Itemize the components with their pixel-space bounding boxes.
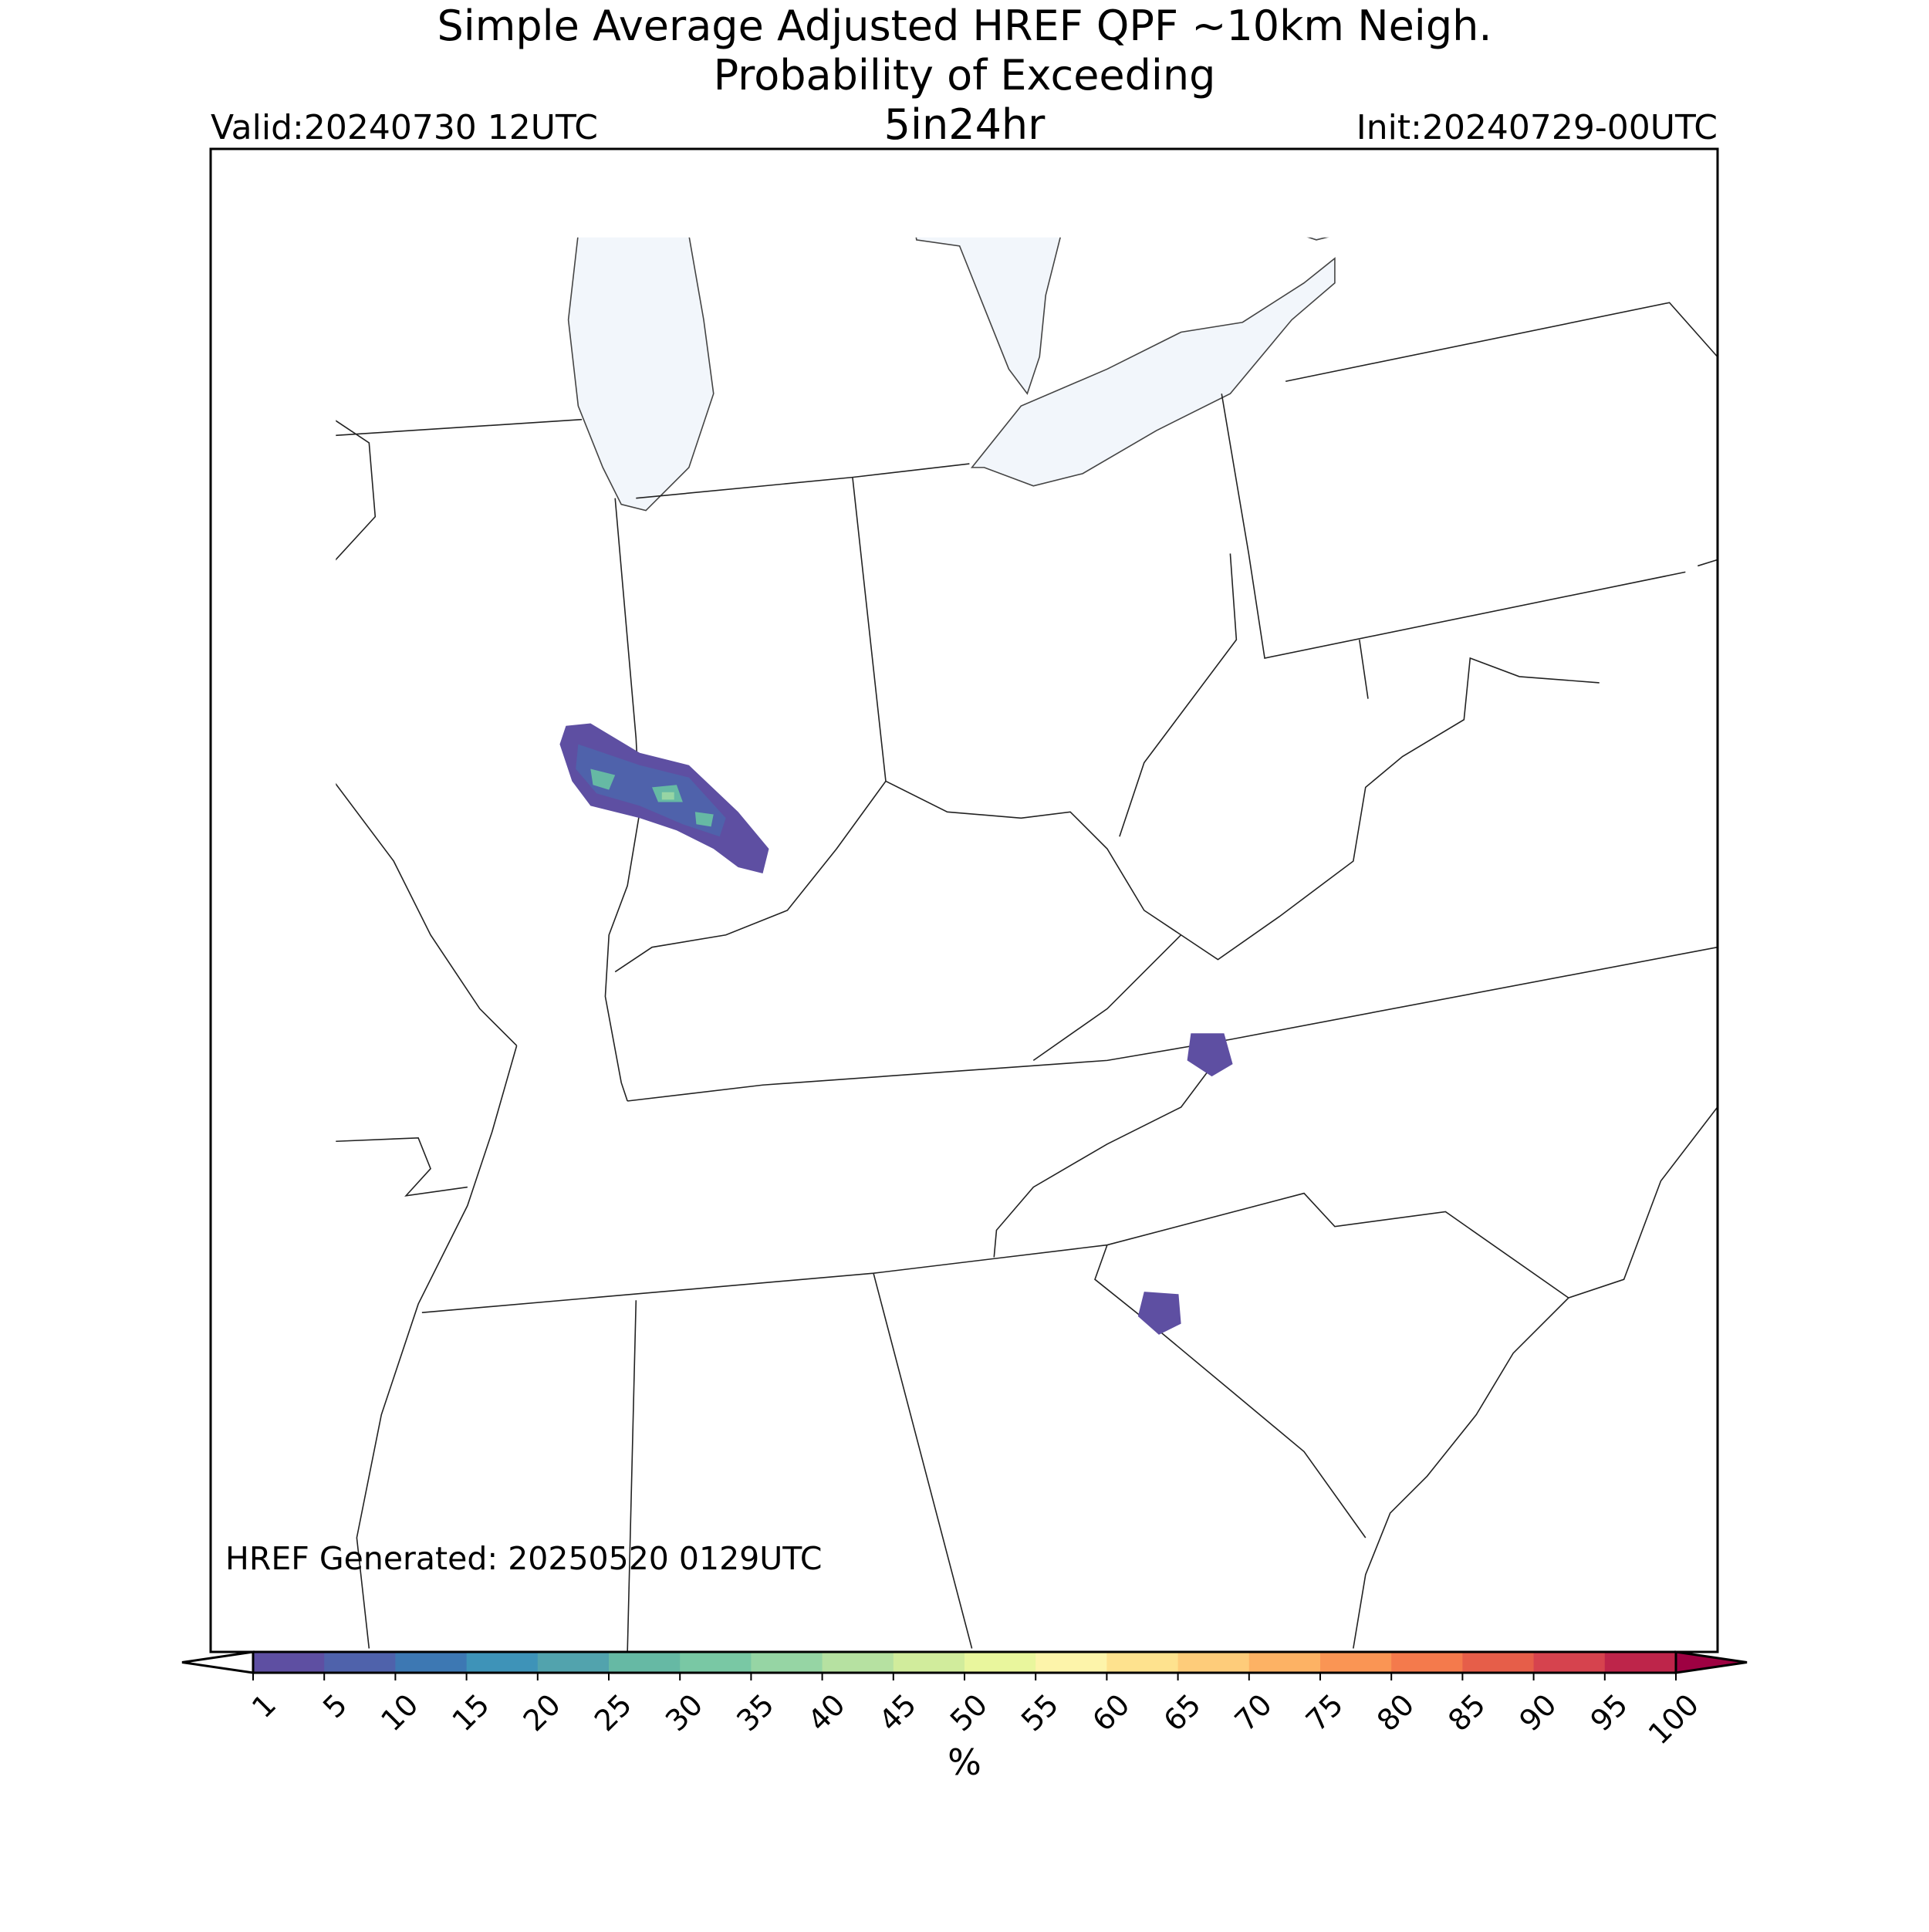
colorbar-label: % bbox=[948, 1741, 981, 1783]
colorbar-tick-label: 45 bbox=[873, 1687, 923, 1738]
colorbar-tick-label: 95 bbox=[1584, 1687, 1634, 1738]
colorbar-bin bbox=[1177, 1652, 1250, 1673]
colorbar-bin bbox=[395, 1652, 468, 1673]
colorbar-tick-label: 70 bbox=[1228, 1687, 1279, 1738]
colorbar-bin bbox=[680, 1652, 752, 1673]
colorbar-bin bbox=[1462, 1652, 1535, 1673]
colorbar-extend-high bbox=[1674, 1650, 1748, 1674]
lake-ontario bbox=[1267, 237, 1599, 240]
probability-areas bbox=[559, 723, 1233, 1335]
lake-erie bbox=[972, 258, 1335, 486]
colorbar-tick-label: 85 bbox=[1441, 1687, 1492, 1738]
colorbar-tick-label: 40 bbox=[801, 1687, 851, 1738]
colorbar-bin bbox=[609, 1652, 681, 1673]
colorbar-tick-label: 80 bbox=[1370, 1687, 1421, 1738]
colorbar-tick-label: 75 bbox=[1299, 1687, 1350, 1738]
title-line: 5in24hr bbox=[884, 100, 1046, 149]
colorbar-bin bbox=[537, 1652, 610, 1673]
colorbar-tick-label: 30 bbox=[659, 1687, 709, 1738]
colorbar-tick-label: 1 bbox=[245, 1687, 282, 1724]
generated-note: HREF Generated: 20250520 0129UTC bbox=[225, 1540, 823, 1577]
colorbar-tick-label: 60 bbox=[1086, 1687, 1136, 1738]
colorbar-tick-label: 65 bbox=[1157, 1687, 1207, 1738]
colorbar-bin bbox=[324, 1652, 396, 1673]
colorbar-tick-label: 50 bbox=[944, 1687, 994, 1738]
colorbar-tick-label: 55 bbox=[1015, 1687, 1065, 1738]
colorbar-tick-label: 20 bbox=[517, 1687, 567, 1738]
colorbar-bin bbox=[893, 1652, 965, 1673]
colorbar-extend-low bbox=[181, 1650, 255, 1674]
title-line: Probability of Exceeding bbox=[714, 51, 1216, 100]
colorbar-bin bbox=[1604, 1652, 1677, 1673]
colorbar-tick-label: 10 bbox=[374, 1687, 424, 1738]
map: HREF Generated: 20250520 0129UTC bbox=[209, 147, 1719, 1653]
colorbar-bin bbox=[466, 1652, 539, 1673]
colorbar-bin bbox=[1248, 1652, 1321, 1673]
colorbar-tick-label: 100 bbox=[1642, 1687, 1705, 1751]
map-frame bbox=[209, 147, 1719, 1653]
colorbar-bin bbox=[253, 1652, 325, 1673]
colorbar-tick-label: 15 bbox=[445, 1687, 495, 1738]
colorbar-tick-label: 35 bbox=[730, 1687, 780, 1738]
title-line: Simple Average Adjusted HREF QPF ~10km N… bbox=[437, 2, 1492, 50]
lake-michigan bbox=[569, 237, 714, 511]
init-time: Init:20240729-00UTC bbox=[1356, 108, 1718, 147]
colorbar-bin bbox=[1391, 1652, 1463, 1673]
colorbar-tick-label: 25 bbox=[588, 1687, 638, 1738]
colorbar-bin bbox=[751, 1652, 823, 1673]
colorbar-bin bbox=[1106, 1652, 1179, 1673]
colorbar: 1 5 10 15 20 25 30 35 40 45 50 55 60 65 70 75 80 85 90 95 10… bbox=[181, 1650, 1748, 1751]
colorbar-bin bbox=[822, 1652, 894, 1673]
lake-huron bbox=[910, 237, 1083, 393]
map-geometry bbox=[211, 221, 1718, 1652]
colorbar-bin bbox=[1533, 1652, 1606, 1673]
colorbar-bin bbox=[1320, 1652, 1392, 1673]
colorbar-tick-label: 90 bbox=[1512, 1687, 1562, 1738]
state-lines bbox=[211, 221, 1718, 1652]
colorbar-bin bbox=[964, 1652, 1036, 1673]
colorbar-bin bbox=[1035, 1652, 1107, 1673]
colorbar-tick-label: 5 bbox=[316, 1687, 353, 1724]
valid-time: Valid:20240730 12UTC bbox=[211, 108, 598, 147]
